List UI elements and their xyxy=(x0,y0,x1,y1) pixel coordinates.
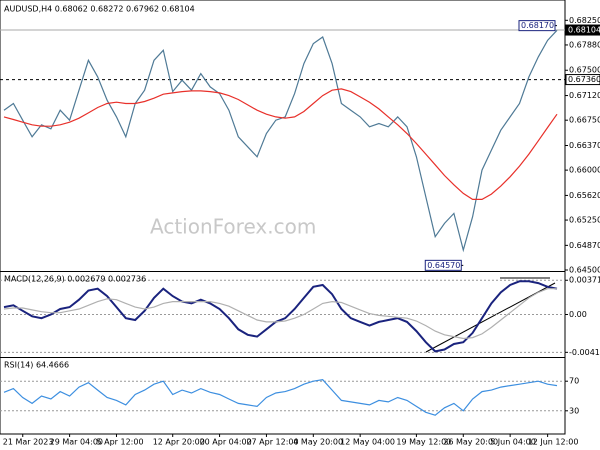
panel-title: RSI(14) 64.4666 xyxy=(4,361,69,370)
trend-line xyxy=(425,282,556,353)
y-tick-label: 30 xyxy=(569,406,579,415)
series-line xyxy=(3,288,557,340)
x-tick-label: 12 May 04:00 xyxy=(340,438,395,447)
x-tick-label: 27 Apr 12:00 xyxy=(246,438,298,447)
y-tick-label: 0.68250 xyxy=(569,16,600,25)
y-tick-label: 0.66750 xyxy=(569,116,600,125)
y-tick-label: 0.00 xyxy=(569,310,587,319)
x-tick-label: 20 Apr 04:00 xyxy=(200,438,252,447)
y-tick-label: 0.64870 xyxy=(569,241,600,250)
x-tick-label: 5 Apr 12:00 xyxy=(96,438,143,447)
y-tick-label: 70 xyxy=(569,377,579,386)
x-tick-label: 12 Apr 20:00 xyxy=(153,438,205,447)
x-tick-label: 12 Jun 12:00 xyxy=(528,438,579,447)
panel-title: MACD(12,26,9) 0.002679 0.002736 xyxy=(4,275,146,284)
plot-frame xyxy=(0,0,566,435)
x-tick-label: 5 Jun 04:00 xyxy=(490,438,536,447)
y-tick-label: -0.004102 xyxy=(569,348,600,357)
extreme-box xyxy=(518,20,556,32)
y-tick-label: 0.64500 xyxy=(569,266,600,275)
price-tag-label: 0.68104 xyxy=(568,26,600,35)
panel-title: AUDUSD,H4 0.68062 0.68272 0.67962 0.6810… xyxy=(4,5,195,14)
series-line xyxy=(3,88,558,200)
price-tag xyxy=(565,24,600,36)
price-tag-label: 0.67360 xyxy=(568,75,600,84)
series-line xyxy=(3,29,558,253)
y-tick-label: 0.67120 xyxy=(569,91,600,100)
x-tick-label: 21 Mar 2023 xyxy=(3,438,54,447)
y-tick-label: 0.66000 xyxy=(569,166,600,175)
y-tick-label: 0.67880 xyxy=(569,40,600,49)
y-tick-label: 0.66370 xyxy=(569,141,600,150)
x-tick-label: 19 May 12:00 xyxy=(396,438,451,447)
extreme-box xyxy=(424,259,462,271)
x-tick-label: 4 May 20:00 xyxy=(293,438,343,447)
x-tick-label: 29 Mar 04:00 xyxy=(50,438,103,447)
y-tick-label: 0.67500 xyxy=(569,66,600,75)
y-tick-label: 0.65620 xyxy=(569,191,600,200)
series-line xyxy=(3,280,558,353)
price-tag xyxy=(565,74,600,86)
y-tick-label: 0.003715 xyxy=(569,276,600,285)
y-tick-label: 0.65250 xyxy=(569,216,600,225)
x-tick-label: 26 May 20:00 xyxy=(443,438,498,447)
watermark: ActionForex.com xyxy=(150,215,316,239)
series-line xyxy=(3,379,558,416)
extreme-label: 0.64570 xyxy=(427,261,460,270)
extreme-label: 0.68170 xyxy=(521,21,554,30)
